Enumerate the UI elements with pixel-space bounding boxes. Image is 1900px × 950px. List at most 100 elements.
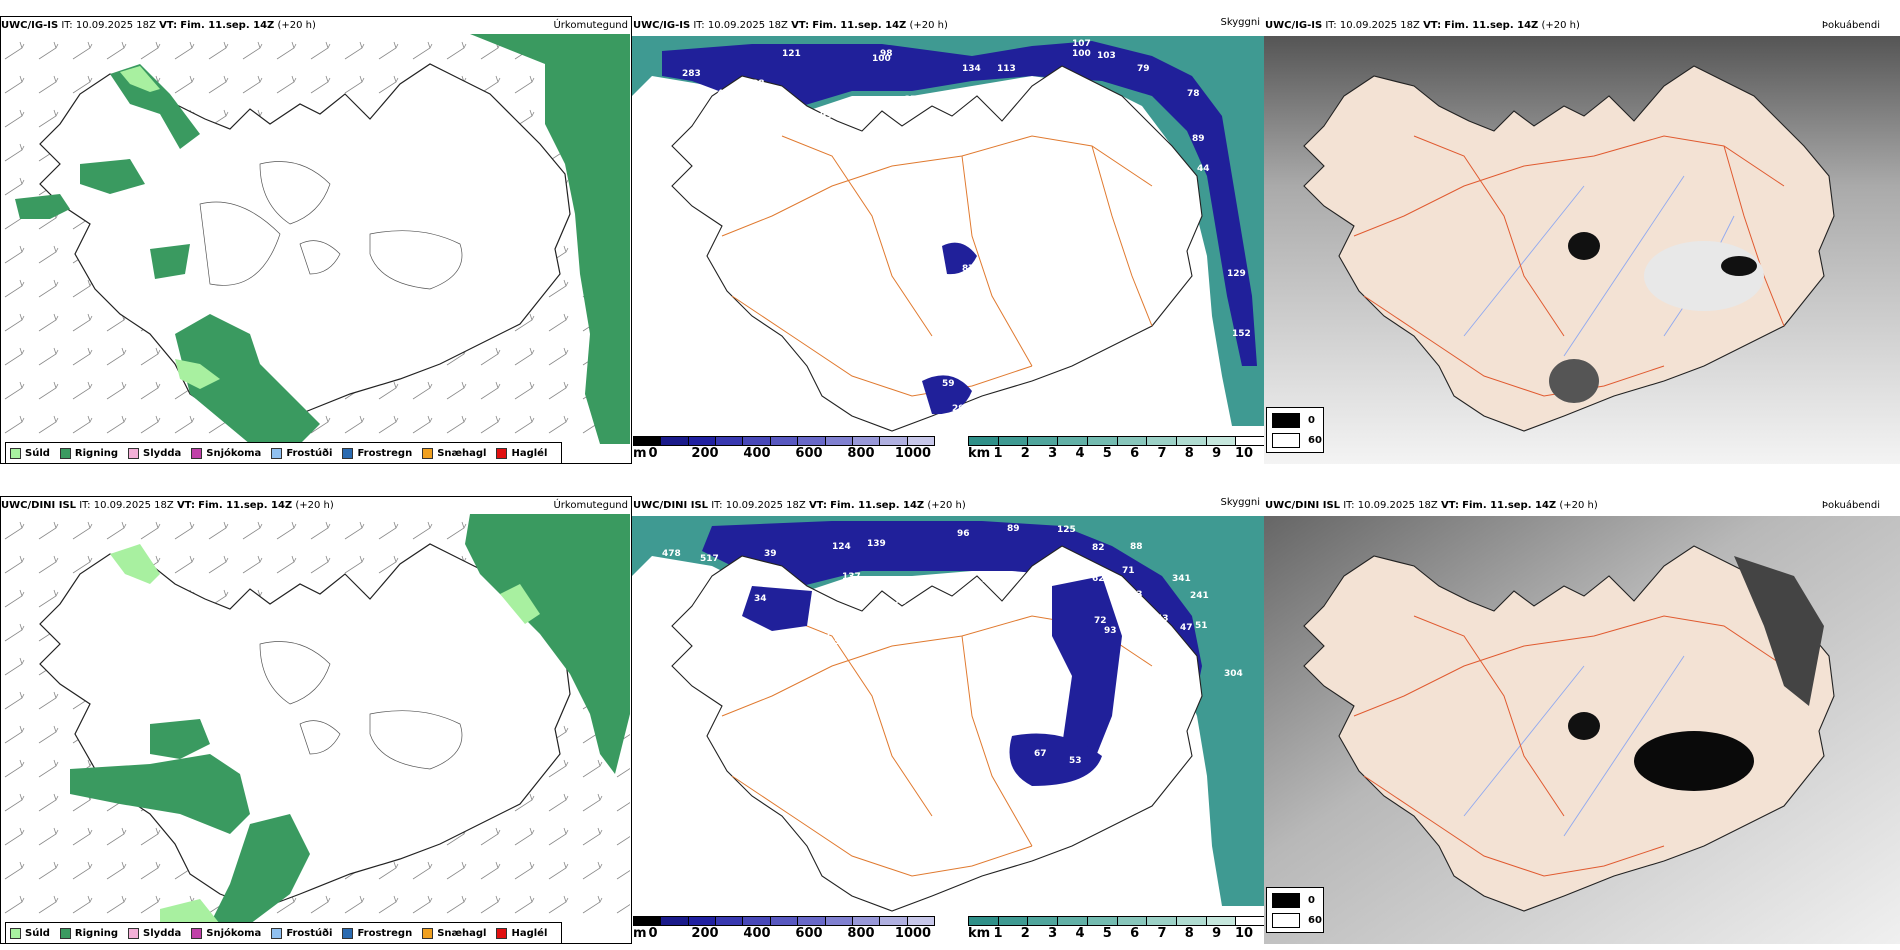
ceiling-label: 47	[1180, 623, 1193, 633]
legend-swatch-0	[1272, 893, 1300, 908]
colorbar-segment	[969, 437, 999, 445]
legend-swatch	[59, 447, 71, 459]
legend-label: Snæhagl	[437, 447, 487, 459]
ceiling-label: 67	[1034, 749, 1047, 759]
ceiling-label: 38	[752, 79, 765, 89]
ceiling-label: 89	[1192, 134, 1205, 144]
colorbar-unit: km	[968, 446, 991, 461]
ceiling-label: 59	[942, 379, 955, 389]
colorbar-tick: 400	[743, 926, 771, 941]
colorbar-tick: 800	[847, 446, 875, 461]
ceiling-label: 283	[682, 69, 701, 79]
fog-index-map[interactable]	[1264, 36, 1900, 464]
ceiling-label: 517	[700, 554, 719, 564]
fog-index-panel-igis[interactable]: UWC/IG-IS IT: 10.09.2025 18Z VT: Fim. 11…	[1264, 14, 1900, 464]
ceiling-label: 88	[1192, 759, 1205, 769]
visibility-map[interactable]: 478 517 39 124 139 96 89 125 82 88 60 34 29 137 54 52 10…	[632, 516, 1264, 936]
ceiling-colorbar-labels: m 0 200 400 600 800 1000	[633, 926, 933, 942]
ceiling-label: 139	[867, 539, 886, 549]
colorbar-tick: 1000	[894, 446, 932, 461]
ceiling-label: 103	[1097, 51, 1116, 61]
ceiling-label: 33	[1142, 685, 1155, 695]
ceiling-label: 38	[822, 134, 835, 144]
precip-panel-dini[interactable]: UWC/DINI ISL IT: 10.09.2025 18Z VT: Fim.…	[0, 494, 632, 944]
iceland-outline	[39, 63, 571, 430]
legend-item-frostregn: Frostregn	[342, 447, 412, 459]
ceiling-label: 88	[1130, 542, 1143, 552]
legend-swatch	[128, 927, 140, 939]
ceiling-label: 137	[842, 572, 861, 582]
visibility-panel-dini[interactable]: UWC/DINI ISL IT: 10.09.2025 18Z VT: Fim.…	[632, 494, 1264, 944]
legend-label: Haglél	[511, 927, 548, 939]
ceiling-label: 78	[1187, 89, 1200, 99]
fog-spot-inland	[1568, 232, 1600, 260]
rivers	[1463, 655, 1685, 837]
ceiling-label: 6	[952, 723, 958, 733]
legend-swatch-0	[1272, 413, 1300, 428]
legend-swatch	[59, 927, 71, 939]
ceiling-label: 87	[904, 95, 917, 105]
colorbar-segment	[661, 437, 689, 445]
ceiling-label: 62	[1092, 574, 1105, 584]
legend-label: Súld	[25, 447, 50, 459]
ceiling-label: 341	[1172, 574, 1191, 584]
ceiling-label: 31	[780, 109, 793, 119]
panel-type-title: Þokuábendi	[1821, 20, 1880, 31]
fog-index-panel-dini[interactable]: UWC/DINI ISL IT: 10.09.2025 18Z VT: Fim.…	[1264, 494, 1900, 944]
colorbar-segment	[688, 917, 717, 925]
colorbar-tick: 600	[795, 446, 823, 461]
low-visibility-sea	[632, 516, 1264, 906]
colorbar-segment	[798, 437, 826, 445]
ceiling-label: 54	[950, 575, 963, 585]
visibility-panel-igis[interactable]: UWC/IG-IS IT: 10.09.2025 18Z VT: Fim. 11…	[632, 14, 1264, 464]
visibility-colorbar-labels: km 1 2 3 4 5 6 7 8 9 10	[968, 446, 1264, 462]
legend-swatch-60	[1272, 913, 1300, 928]
colorbar-segment	[1147, 917, 1177, 925]
visibility-colorbar	[968, 436, 1264, 446]
colorbar-tick: 4	[1075, 926, 1085, 941]
panel-header: UWC/IG-IS IT: 10.09.2025 18Z VT: Fim. 11…	[633, 20, 948, 31]
ceiling-label: 107	[1072, 39, 1091, 49]
legend-swatch	[191, 447, 203, 459]
ceiling-colorbar-labels: m 0 200 400 600 800 1000	[633, 446, 933, 462]
precip-map[interactable]	[0, 34, 632, 464]
colorbar-segment	[880, 917, 908, 925]
colorbar-segment	[1236, 917, 1264, 925]
rain-area-west	[70, 754, 250, 834]
ceiling-label: 100	[872, 54, 891, 64]
ceiling-label: 478	[662, 549, 681, 559]
legend-label: Frostúði	[286, 927, 333, 939]
colorbar-segment	[998, 917, 1029, 925]
ceiling-labels: 478 517 39 124 139 96 89 125 82 88 60 34 29 137 54 52 10…	[662, 524, 1243, 775]
fog-index-legend: 0 60	[1266, 407, 1324, 453]
colorbar-segment	[716, 917, 744, 925]
colorbar-tick: 200	[691, 446, 719, 461]
topography-contours	[259, 641, 463, 770]
colorbar-tick: 1	[993, 926, 1003, 941]
colorbar-segment	[1058, 437, 1088, 445]
panel-header: UWC/DINI ISL IT: 10.09.2025 18Z VT: Fim.…	[1265, 500, 1598, 511]
low-cloud-base-area	[662, 41, 1257, 366]
legend-item-frostregn: Frostregn	[342, 927, 412, 939]
panel-type-title: Úrkomutegund	[553, 500, 628, 511]
fog-index-map[interactable]	[1264, 516, 1900, 944]
precip-panel-igis[interactable]: UWC/IG-IS IT: 10.09.2025 18Z VT: Fim. 11…	[0, 14, 632, 464]
colorbar-unit: km	[968, 926, 991, 941]
legend-label: Snæhagl	[437, 927, 487, 939]
rain-area-west2	[80, 159, 145, 194]
ceiling-area-glacier	[1009, 733, 1102, 786]
ceiling-area-east	[1052, 576, 1122, 766]
legend-item-súld: Súld	[10, 447, 50, 459]
colorbar-tick: 10	[1234, 926, 1254, 941]
colorbar-segment	[880, 437, 908, 445]
ceiling-label: 92	[857, 107, 870, 117]
fog-spot-inland	[1568, 712, 1600, 740]
fog-spot-south	[1549, 359, 1599, 403]
row-igis: UWC/IG-IS IT: 10.09.2025 18Z VT: Fim. 11…	[0, 0, 1900, 470]
ceiling-label: 107	[807, 359, 826, 369]
ceiling-label: 93	[820, 111, 833, 121]
precip-map[interactable]	[0, 514, 632, 944]
colorbar-tick: 5	[1102, 446, 1112, 461]
colorbar-tick: 9	[1212, 926, 1222, 941]
